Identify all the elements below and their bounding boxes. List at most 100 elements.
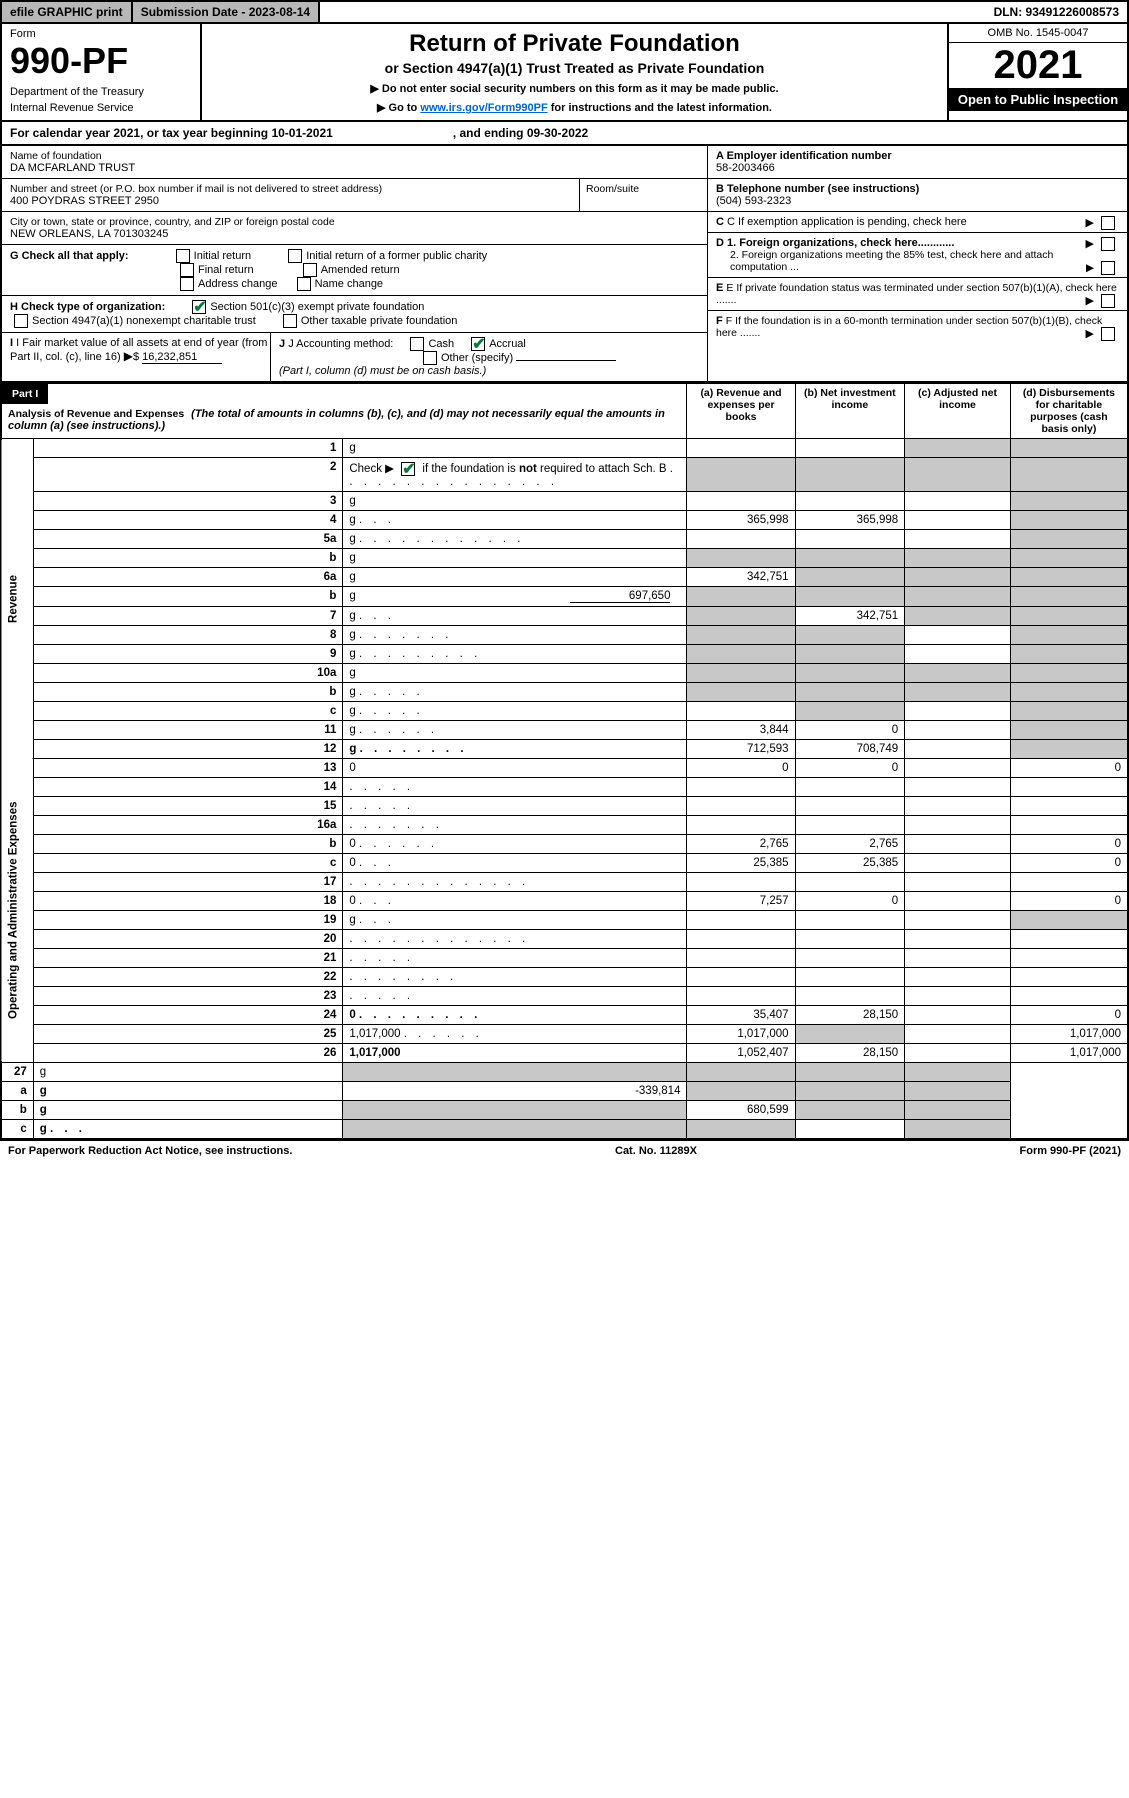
line-number: b <box>1 1100 33 1119</box>
section-side-label: Revenue <box>1 439 33 759</box>
sch-b-checkbox[interactable] <box>401 462 415 476</box>
value-cell <box>905 701 1011 720</box>
exemption-pending-checkbox[interactable] <box>1101 216 1115 230</box>
fmv-value: 16,232,851 <box>142 351 222 364</box>
initial-former-checkbox[interactable] <box>288 249 302 263</box>
dept-treasury: Department of the Treasury <box>10 86 192 98</box>
value-cell: 0 <box>795 758 905 777</box>
value-cell: 0 <box>1010 891 1128 910</box>
value-cell <box>1010 986 1128 1005</box>
value-cell <box>795 548 905 567</box>
line-number: a <box>1 1081 33 1100</box>
value-cell <box>795 872 905 891</box>
line-description: g . . . . . <box>343 682 687 701</box>
table-row: bg 697,650 <box>1 586 1128 606</box>
table-row: 6ag342,751 <box>1 567 1128 586</box>
line-number: 17 <box>33 872 343 891</box>
ein-cell: A Employer identification number 58-2003… <box>708 146 1127 179</box>
value-cell <box>687 439 795 458</box>
value-cell <box>795 491 905 510</box>
form-ref: Form 990-PF (2021) <box>1020 1145 1121 1157</box>
value-cell <box>795 625 905 644</box>
value-cell <box>905 758 1011 777</box>
col-a-header: (a) Revenue and expenses per books <box>687 384 795 439</box>
table-row: 12g . . . . . . . .712,593708,749 <box>1 739 1128 758</box>
accrual-checkbox[interactable] <box>471 337 485 351</box>
name-change-checkbox[interactable] <box>297 277 311 291</box>
line-description: g . . . . . . <box>343 720 687 739</box>
line-description: g . . . <box>343 606 687 625</box>
form-subtitle: or Section 4947(a)(1) Trust Treated as P… <box>208 60 941 76</box>
4947-checkbox[interactable] <box>14 314 28 328</box>
value-cell: 35,407 <box>687 1005 795 1024</box>
line-number: 13 <box>33 758 343 777</box>
value-cell <box>795 1100 905 1119</box>
calendar-year-row: For calendar year 2021, or tax year begi… <box>0 122 1129 146</box>
line-description: g . . . <box>33 1119 343 1139</box>
value-cell <box>687 458 795 492</box>
status-terminated-checkbox[interactable] <box>1101 294 1115 308</box>
line-description: g <box>343 439 687 458</box>
value-cell <box>905 606 1011 625</box>
line-description: g <box>33 1062 343 1081</box>
irs-link[interactable]: www.irs.gov/Form990PF <box>420 102 547 114</box>
line-number: b <box>33 586 343 606</box>
other-method-checkbox[interactable] <box>423 351 437 365</box>
line-description: 0 . . . . . . <box>343 834 687 853</box>
table-row: 10ag <box>1 663 1128 682</box>
form-title: Return of Private Foundation <box>208 30 941 58</box>
address-cell: Number and street (or P.O. box number if… <box>2 179 707 212</box>
line-description: 0 <box>343 758 687 777</box>
line-number: 8 <box>33 625 343 644</box>
value-cell <box>905 1062 1011 1081</box>
city-state-zip: NEW ORLEANS, LA 701303245 <box>10 228 699 240</box>
table-row: 2Check ▶ if the foundation is not requir… <box>1 458 1128 492</box>
line-description: . . . . . . . . . . . . . <box>343 872 687 891</box>
value-cell <box>905 1081 1011 1100</box>
final-return-checkbox[interactable] <box>180 263 194 277</box>
value-cell <box>343 1119 687 1139</box>
initial-return-checkbox[interactable] <box>176 249 190 263</box>
value-cell <box>1010 777 1128 796</box>
value-cell <box>687 682 795 701</box>
value-cell <box>687 625 795 644</box>
line-number: 26 <box>33 1043 343 1062</box>
value-cell: 1,052,407 <box>687 1043 795 1062</box>
line-description: g <box>343 567 687 586</box>
value-cell <box>343 1062 687 1081</box>
line-description: g . . . . . . . <box>343 625 687 644</box>
amended-return-checkbox[interactable] <box>303 263 317 277</box>
line-number: 24 <box>33 1005 343 1024</box>
value-cell: 0 <box>1010 1005 1128 1024</box>
value-cell <box>687 967 795 986</box>
value-cell <box>905 529 1011 548</box>
value-cell <box>1010 701 1128 720</box>
value-cell: 365,998 <box>795 510 905 529</box>
value-cell <box>795 948 905 967</box>
line-number: 20 <box>33 929 343 948</box>
line-description: g <box>343 548 687 567</box>
line-description: 1,017,000 <box>343 1043 687 1062</box>
foreign-85-checkbox[interactable] <box>1101 261 1115 275</box>
line-number: 11 <box>33 720 343 739</box>
note-link: ▶ Go to www.irs.gov/Form990PF for instru… <box>208 101 941 114</box>
line-description: g <box>343 663 687 682</box>
value-cell <box>905 796 1011 815</box>
table-row: 20 . . . . . . . . . . . . . <box>1 929 1128 948</box>
cash-checkbox[interactable] <box>410 337 424 351</box>
value-cell <box>795 644 905 663</box>
value-cell <box>905 682 1011 701</box>
value-cell <box>1010 929 1128 948</box>
address-change-checkbox[interactable] <box>180 277 194 291</box>
60-month-checkbox[interactable] <box>1101 327 1115 341</box>
line-description: . . . . . . . . <box>343 967 687 986</box>
line-description: 0 . . . . . . . . . <box>343 1005 687 1024</box>
value-cell <box>1010 739 1128 758</box>
501c3-checkbox[interactable] <box>192 300 206 314</box>
foreign-org-checkbox[interactable] <box>1101 237 1115 251</box>
line-description: g <box>343 491 687 510</box>
line-number: 21 <box>33 948 343 967</box>
other-taxable-checkbox[interactable] <box>283 314 297 328</box>
tax-year: 2021 <box>949 43 1127 88</box>
line-number: 3 <box>33 491 343 510</box>
